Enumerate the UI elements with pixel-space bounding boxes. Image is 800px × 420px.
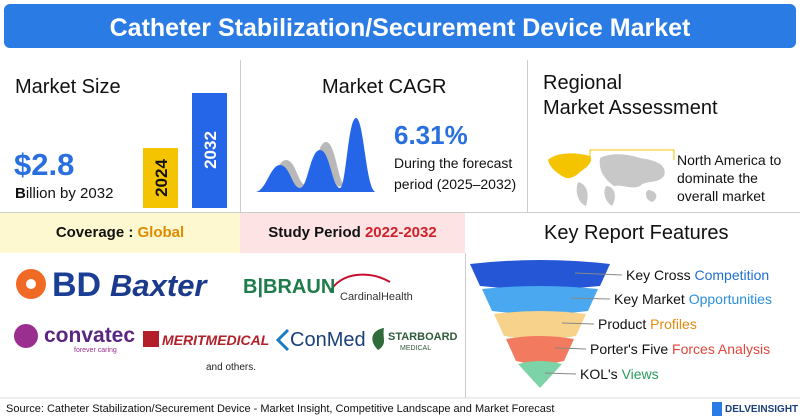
- logo: forever caring: [74, 347, 117, 354]
- others: and others.: [206, 362, 257, 373]
- logo: Baxter: [110, 268, 207, 303]
- title-bar: [4, 4, 796, 48]
- convatec-icon: [14, 324, 38, 348]
- logo: BD: [52, 266, 102, 304]
- study-period: Study Period 2022-2032: [240, 224, 465, 241]
- study-box: [240, 213, 465, 253]
- market-size-subtitle: Billion by 2032: [15, 185, 114, 202]
- funnel-layer: [482, 286, 598, 314]
- bar-2024: [143, 148, 178, 208]
- funnel-layer: [494, 311, 586, 339]
- feature-highlight: Profiles: [650, 316, 697, 332]
- feature-text: Porter's Five: [590, 341, 669, 357]
- feature: Porter's Five Forces Analysis: [590, 341, 770, 357]
- source: Source: Catheter Stabilization/Securemen…: [6, 403, 555, 415]
- cagr-value: 6.31%: [394, 120, 468, 150]
- market-size-value: $2.8: [14, 147, 75, 182]
- cagr-line: period (2025–2032): [394, 176, 517, 192]
- feature-highlight: Forces Analysis: [672, 341, 771, 357]
- conmed-icon: [275, 328, 290, 352]
- separator: [240, 60, 241, 212]
- funnel-layer: [506, 336, 574, 364]
- cagr-heading: Market CAGR: [322, 76, 447, 98]
- funnel-leaders: [544, 272, 623, 375]
- bar-label: 2032: [201, 131, 220, 169]
- separator: [0, 212, 800, 213]
- regional-line: overall market: [677, 188, 765, 204]
- logo: B|BRAUN: [243, 276, 336, 298]
- feature-text: Key Cross: [626, 267, 691, 283]
- feature-text: Key Market: [614, 291, 685, 307]
- title: Catheter Stabilization/Securement Device…: [109, 14, 691, 42]
- bar-label: 2024: [152, 159, 171, 197]
- study-value: 2022-2032: [364, 224, 437, 241]
- wave: [255, 118, 376, 192]
- north-america: [548, 153, 592, 179]
- feature-text: Product: [598, 316, 647, 332]
- regional-heading: Market Assessment: [543, 97, 718, 119]
- logo: MERITMEDICAL: [162, 332, 270, 348]
- funnel-layer: [518, 361, 562, 388]
- brand: DELVEINSIGHT: [725, 404, 799, 415]
- coverage: Coverage : Global: [0, 224, 240, 241]
- coverage-value: Global: [137, 224, 185, 241]
- brand-icon: [712, 402, 722, 416]
- market-size-heading: Market Size: [15, 76, 121, 98]
- funnel: [470, 260, 610, 388]
- funnel-layer: [470, 260, 610, 289]
- study-label: Study Period: [268, 224, 361, 241]
- bar-2032: [192, 93, 227, 208]
- logo: CardinalHealth: [340, 291, 413, 303]
- logo: MEDICAL: [400, 345, 432, 352]
- feature: KOL's Views: [580, 366, 659, 382]
- world-map: [576, 154, 665, 206]
- feature: Key Cross Competition: [626, 267, 769, 283]
- bd-icon: [26, 279, 36, 289]
- feature-highlight: Opportunities: [688, 291, 772, 307]
- feature-highlight: Competition: [694, 267, 770, 283]
- coverage-box: [0, 213, 240, 253]
- feature-highlight: Views: [621, 366, 659, 382]
- separator: [465, 253, 466, 398]
- logo: ConMed: [290, 329, 366, 351]
- features-heading: Key Report Features: [544, 222, 729, 244]
- feature: Product Profiles: [598, 316, 697, 332]
- coverage-label: Coverage :: [55, 224, 134, 241]
- regional-line: North America to: [677, 152, 782, 168]
- regional-heading: Regional: [543, 72, 622, 94]
- merit-icon: [143, 331, 159, 347]
- logo: STARBOARD: [388, 331, 458, 343]
- cardinal-icon: [329, 273, 391, 293]
- logo: convatec: [44, 324, 136, 347]
- feature-text: KOL's: [580, 366, 618, 382]
- feature: Key Market Opportunities: [614, 291, 772, 307]
- cagr-line: During the forecast: [394, 155, 513, 171]
- separator: [527, 60, 528, 212]
- starboard-icon: [372, 328, 384, 350]
- leader-line: [589, 149, 675, 160]
- regional-line: dominate the: [677, 170, 758, 186]
